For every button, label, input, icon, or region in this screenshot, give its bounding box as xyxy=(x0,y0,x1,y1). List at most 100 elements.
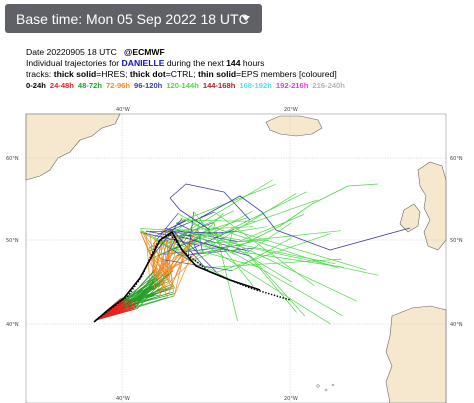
ensemble-track xyxy=(124,270,174,307)
ensemble-track xyxy=(199,195,411,251)
ensemble-track xyxy=(135,297,168,308)
ensemble-track xyxy=(232,237,293,272)
ensemble-track xyxy=(133,295,175,309)
ensemble-track xyxy=(177,213,292,283)
ensemble-track xyxy=(160,243,190,278)
longitude-label: 20°W xyxy=(284,396,298,402)
legend-item: 72-96h xyxy=(105,81,131,90)
ensemble-track xyxy=(163,259,233,272)
island-dot xyxy=(331,383,335,387)
ensemble-track xyxy=(125,292,169,309)
ensemble-track xyxy=(95,302,138,321)
ensemble-track xyxy=(181,218,357,302)
ensemble-track xyxy=(197,240,331,325)
legend-item: 96-120h xyxy=(134,81,163,90)
trajectory-map: 60°N 60°N 50°N 50°N 40°N 40°N 40°W 20°W 40°W 20°W xyxy=(0,100,474,403)
ensemble-track xyxy=(154,220,186,237)
ensemble-track xyxy=(235,183,379,249)
ensemble-track xyxy=(169,183,251,231)
header-line-tracks: tracks: thick solid=HRES; thick dot=CTRL… xyxy=(26,69,337,79)
ensemble-track xyxy=(139,231,168,298)
ensemble-track xyxy=(213,222,238,321)
ensemble-track xyxy=(236,231,367,271)
ensemble-track xyxy=(127,278,154,303)
ensemble-track xyxy=(140,231,228,279)
header-line-title: Individual trajectories for DANIELLE dur… xyxy=(26,58,265,68)
latitude-label: 60°N xyxy=(450,156,463,162)
ensemble-track xyxy=(240,244,297,313)
ensemble-track xyxy=(173,254,192,296)
ensemble-track xyxy=(169,240,193,290)
ensemble-track xyxy=(192,240,230,251)
legend-item: 120-144h xyxy=(166,81,199,90)
chevron-down-icon xyxy=(242,16,250,21)
greenland-landmass xyxy=(25,113,121,181)
ensemble-track xyxy=(202,193,297,252)
ensemble-track xyxy=(196,215,203,232)
legend-item: 24-48h xyxy=(49,81,74,90)
ensemble-track xyxy=(182,247,253,256)
ensemble-track xyxy=(248,222,292,252)
longitude-label: 40°W xyxy=(116,107,130,113)
latitude-label: 40°N xyxy=(6,322,19,328)
ensemble-track xyxy=(152,218,183,257)
legend-item: 48-72h xyxy=(77,81,102,90)
base-time-label: Base time: Mon 05 Sep 2022 18 UTC xyxy=(16,10,249,27)
ensemble-track xyxy=(162,228,174,282)
ensemble-track xyxy=(188,219,339,269)
ensemble-track xyxy=(148,259,163,288)
map-canvas: 60°N 60°N 50°N 50°N 40°N 40°N 40°W 20°W 40°W 20°W xyxy=(6,107,463,403)
ensemble-track xyxy=(184,220,256,222)
uk-ireland-landmass xyxy=(399,161,447,251)
storm-name: DANIELLE xyxy=(121,58,165,68)
map-grid-labels: 60°N 60°N 50°N 50°N 40°N 40°N 40°W 20°W 40°W 20°W xyxy=(6,107,463,402)
ensemble-track xyxy=(149,230,224,234)
ensemble-track xyxy=(154,255,159,289)
ensemble-track xyxy=(121,269,155,307)
ensemble-track xyxy=(152,255,174,272)
ensemble-track xyxy=(148,227,218,261)
ensemble-track xyxy=(129,275,154,306)
ensemble-track xyxy=(165,217,249,245)
map-frame xyxy=(25,113,447,403)
ensemble-track xyxy=(216,233,331,273)
ensemble-track xyxy=(200,226,268,238)
ensemble-track xyxy=(140,228,187,231)
ensemble-track xyxy=(250,256,306,317)
legend-item: 144-168h xyxy=(202,81,236,90)
ensemble-track xyxy=(161,239,259,268)
legend-item: 0-24h xyxy=(26,81,46,90)
ensemble-track xyxy=(238,230,341,242)
legend: 0-24h 24-48h 48-72h 72-96h 96-120h 120-144h 14… xyxy=(26,81,349,90)
ensemble-track xyxy=(140,232,200,246)
ensemble-track xyxy=(168,211,215,232)
ensemble-track xyxy=(175,179,273,239)
longitude-label: 40°W xyxy=(116,396,130,402)
control-track xyxy=(95,233,291,321)
island-dot xyxy=(316,384,320,388)
ensemble-track xyxy=(188,234,200,255)
iberia-landmass xyxy=(385,305,447,403)
latitude-label: 40°N xyxy=(450,322,463,328)
ensemble-track xyxy=(233,199,318,230)
ensemble-track xyxy=(153,236,156,279)
ensemble-track xyxy=(132,270,169,301)
ensemble-track xyxy=(222,191,307,234)
ensemble-track xyxy=(95,305,126,321)
ensemble-track xyxy=(95,299,132,321)
header-line-date: Date 20220905 18 UTC @ECMWF xyxy=(26,47,165,57)
ensemble-track xyxy=(160,236,163,270)
legend-item: 192-216h xyxy=(275,81,309,90)
ensemble-track xyxy=(95,306,136,321)
latitude-label: 50°N xyxy=(450,238,463,244)
ensemble-track xyxy=(131,289,170,301)
ensemble-track xyxy=(196,236,236,255)
ensemble-track xyxy=(163,244,241,255)
ensemble-track xyxy=(140,232,167,290)
ensemble-track xyxy=(173,232,206,269)
base-time-dropdown[interactable]: Base time: Mon 05 Sep 2022 18 UTC xyxy=(5,4,262,33)
ensemble-track xyxy=(229,249,343,317)
island-dot xyxy=(324,388,328,392)
ensemble-track xyxy=(135,287,155,301)
ensemble-track xyxy=(155,236,198,276)
